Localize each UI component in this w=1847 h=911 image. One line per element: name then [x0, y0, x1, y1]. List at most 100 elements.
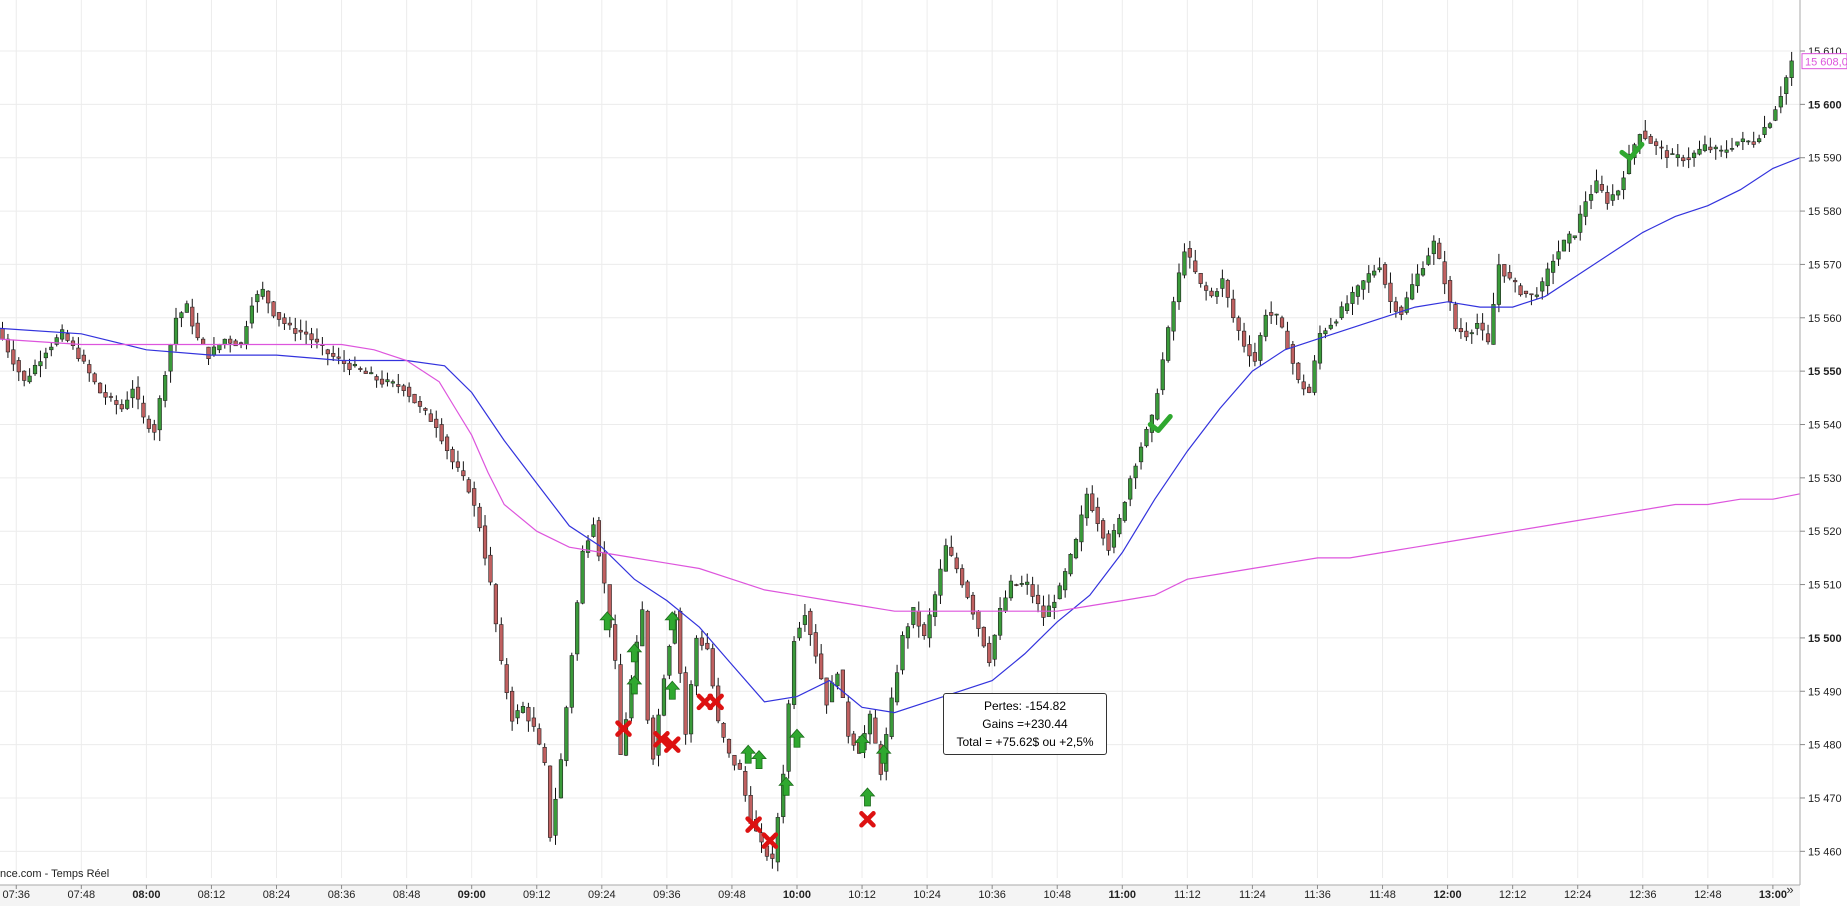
- candle-body: [927, 614, 932, 639]
- candle-body: [76, 347, 81, 360]
- candle-body: [613, 624, 618, 661]
- candle-body: [38, 361, 43, 367]
- candle-body: [1301, 381, 1306, 390]
- candle-body: [190, 306, 195, 327]
- candle-body: [1133, 465, 1138, 479]
- candle-body: [1713, 146, 1718, 150]
- candle-body: [997, 608, 1003, 636]
- candle-body: [960, 568, 965, 586]
- candle-body: [363, 370, 368, 374]
- y-tick-label: 15 490: [1808, 686, 1842, 698]
- buy-arrow-marker: [854, 734, 870, 754]
- candle-body: [699, 637, 704, 646]
- x-tick-label: 12:00: [1434, 889, 1462, 901]
- sell-cross-stroke: [653, 731, 670, 748]
- x-tick-label: 11:48: [1369, 889, 1396, 901]
- candle-body: [835, 673, 840, 687]
- candle-body: [1187, 248, 1192, 258]
- check-marker: [1147, 413, 1173, 433]
- candle-body: [1404, 297, 1409, 313]
- candle-body: [526, 706, 531, 722]
- candle-body: [949, 546, 954, 556]
- buy-arrow-marker: [875, 744, 892, 764]
- candle-body: [575, 602, 580, 655]
- candle-body: [1540, 281, 1545, 292]
- candle-body: [867, 713, 873, 735]
- buy-arrow-marker: [664, 611, 681, 631]
- candle-body: [667, 645, 672, 676]
- candle-body: [1442, 261, 1447, 285]
- candle-body: [482, 525, 488, 559]
- candle-body: [461, 470, 466, 477]
- candle-body: [580, 550, 585, 604]
- y-tick-label: 15 520: [1808, 526, 1842, 538]
- candle-body: [444, 436, 450, 452]
- x-tick-label: 09:36: [653, 889, 681, 901]
- candle-body: [1762, 126, 1767, 135]
- candle-body: [325, 349, 330, 355]
- candle-body: [900, 635, 905, 671]
- candle-body: [32, 364, 38, 375]
- candle-body: [1691, 152, 1697, 159]
- candle-body: [1426, 255, 1431, 265]
- candle-body: [1204, 285, 1209, 291]
- candle-body: [1361, 280, 1366, 290]
- candle-body: [16, 360, 21, 373]
- candle-body: [1366, 273, 1371, 283]
- candle-body: [1214, 291, 1220, 297]
- candle-body: [87, 364, 92, 374]
- candle-body: [1117, 517, 1122, 535]
- candle-body: [894, 672, 900, 703]
- candle-body: [390, 381, 395, 384]
- candle-body: [135, 386, 141, 400]
- pnl-annotation-box: Pertes: -154.82 Gains =+230.44 Total = +…: [943, 693, 1107, 755]
- buy-arrow-marker: [859, 787, 876, 807]
- candle-body: [1751, 141, 1756, 145]
- candle-body: [1729, 148, 1735, 150]
- sell-cross-marker: [615, 720, 632, 737]
- candle-body: [157, 398, 162, 431]
- candle-body: [1453, 304, 1458, 330]
- candle-body: [352, 363, 358, 367]
- candle-body: [141, 402, 146, 418]
- candle-body: [1702, 144, 1708, 151]
- candle-body: [851, 733, 856, 746]
- candle-body: [965, 581, 970, 598]
- candle-body: [938, 568, 943, 596]
- scroll-right-icon[interactable]: »: [1786, 882, 1794, 897]
- candle-body: [412, 393, 417, 404]
- candle-body: [293, 328, 298, 334]
- x-axis-band: [0, 885, 1800, 906]
- candle-body: [922, 624, 927, 636]
- candle-body: [1285, 330, 1290, 349]
- candle-body: [591, 524, 596, 537]
- candle-body: [683, 672, 688, 735]
- candle-body: [970, 594, 976, 615]
- sell-cross-stroke: [745, 816, 762, 833]
- sell-cross-marker: [664, 736, 681, 753]
- last-price-label: 15 608,0: [1805, 57, 1847, 69]
- candle-body: [1410, 284, 1415, 300]
- candle-body: [1626, 153, 1632, 175]
- candle-body: [1068, 553, 1073, 575]
- candle-body: [932, 594, 938, 617]
- buy-arrow-marker: [751, 750, 767, 770]
- x-tick-label: 07:36: [2, 889, 30, 901]
- candle-body: [602, 552, 607, 584]
- candle-body: [911, 607, 916, 625]
- candle-body: [645, 610, 650, 721]
- sell-cross-marker: [859, 811, 876, 828]
- candle-body: [125, 399, 130, 409]
- candle-body: [401, 385, 406, 391]
- candle-body: [1740, 138, 1745, 143]
- candle-body: [260, 288, 265, 297]
- x-tick-label: 10:12: [848, 889, 876, 901]
- candle-body: [1447, 280, 1453, 302]
- candle-body: [455, 461, 461, 468]
- x-tick-label: 12:36: [1629, 889, 1657, 901]
- buy-arrow-marker: [789, 728, 805, 748]
- candle-body: [298, 329, 303, 333]
- candle-body: [791, 641, 797, 705]
- candle-body: [1578, 213, 1583, 233]
